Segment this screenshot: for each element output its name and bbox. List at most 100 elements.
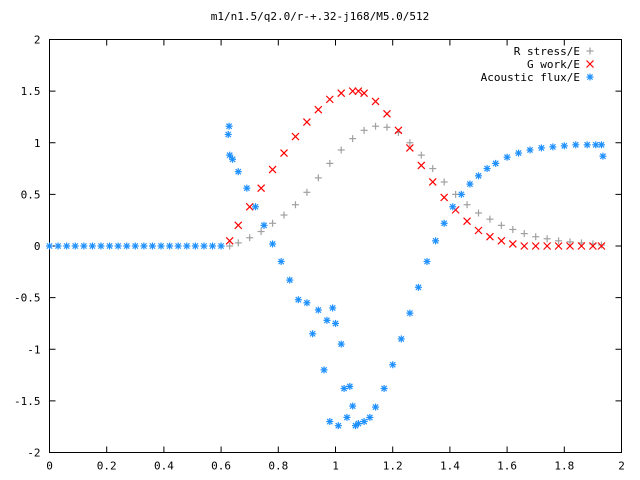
- series-2-point: [326, 418, 334, 426]
- series-2-point: [329, 304, 337, 312]
- series-2-point: [334, 422, 342, 430]
- series-1-point: [354, 87, 363, 96]
- series-0-point: [486, 215, 494, 223]
- series-2-point: [397, 335, 405, 343]
- series-2-point: [432, 237, 440, 245]
- series-2-point: [337, 340, 345, 348]
- series-2-point: [466, 180, 474, 188]
- series-1-point: [588, 242, 597, 250]
- series-2-point: [572, 141, 580, 149]
- series-2-point: [492, 159, 500, 167]
- series-2-point: [243, 184, 251, 192]
- series-2-point: [503, 153, 511, 161]
- series-2: [46, 122, 607, 430]
- y-tick-label: -2: [27, 447, 40, 460]
- legend-marker: [586, 60, 594, 68]
- x-tick-label: 1: [332, 460, 339, 473]
- series-2-point: [440, 219, 448, 227]
- series-0-point: [566, 238, 574, 246]
- series-2-point: [131, 242, 139, 250]
- series-2-point: [526, 146, 534, 154]
- y-tick-label: 0.5: [21, 188, 41, 201]
- series-0-point: [234, 239, 242, 247]
- legend-marker: [586, 73, 594, 81]
- series-2-point: [234, 168, 242, 176]
- series-1-point: [474, 226, 483, 235]
- series-2-point: [294, 296, 302, 304]
- series-0-point: [509, 225, 517, 233]
- series-2-point: [475, 172, 482, 180]
- series-1-point: [597, 242, 606, 250]
- series-2-point: [148, 242, 156, 250]
- series-2-point: [323, 316, 331, 324]
- series-2-point: [286, 276, 294, 284]
- series-2-point: [157, 242, 165, 250]
- series-0-point: [246, 234, 254, 242]
- y-tick-label: -0.5: [14, 292, 41, 305]
- series-2-point: [423, 257, 431, 265]
- series-1-point: [486, 232, 494, 241]
- x-tick-label: 0.6: [211, 460, 231, 473]
- series-1-point: [337, 89, 346, 98]
- series-0-point: [440, 178, 448, 186]
- series-2-point: [88, 242, 96, 250]
- series-1-point: [360, 89, 369, 98]
- chart-title: m1/n1.5/q2.0/r-+.32-j168/M5.0/512: [211, 10, 430, 23]
- series-2-point: [309, 330, 317, 338]
- series-0-point: [429, 165, 437, 173]
- series-2-point: [449, 203, 457, 211]
- series-2-point: [354, 420, 362, 428]
- series-0-point: [597, 241, 605, 249]
- series-0-point: [463, 201, 471, 209]
- x-tick-label: 0.8: [268, 460, 288, 473]
- series-1-point: [371, 97, 380, 106]
- series-1-point: [440, 193, 449, 202]
- series-2-point: [346, 382, 354, 390]
- series-2-point: [225, 122, 233, 130]
- x-tick-label: 1.6: [497, 460, 517, 473]
- series-0-point: [360, 126, 368, 134]
- series-0-point: [337, 146, 345, 154]
- series-0-point: [314, 174, 322, 182]
- series-2-point: [380, 384, 388, 392]
- series-2-point: [46, 242, 53, 250]
- series-0-point: [226, 242, 234, 250]
- series-0-point: [383, 123, 391, 131]
- series-0-point: [269, 219, 277, 227]
- series-0: [226, 122, 605, 250]
- series-0-point: [543, 235, 551, 243]
- series-2-point: [360, 418, 368, 426]
- series-1-point: [394, 126, 403, 135]
- series-1-point: [383, 109, 391, 118]
- series-0-point: [303, 188, 311, 196]
- series-1-point: [497, 236, 506, 245]
- series-2-point: [314, 306, 322, 314]
- x-tick-label: 1.8: [554, 460, 574, 473]
- series-2-point: [389, 361, 397, 369]
- series-1-point: [291, 132, 300, 141]
- series-2-point: [277, 257, 285, 265]
- series-2-point: [340, 384, 348, 392]
- series-2-point: [332, 319, 339, 327]
- data-marks: [46, 87, 607, 430]
- series-2-point: [191, 242, 199, 250]
- series-1-point: [314, 105, 323, 114]
- series-2-point: [515, 149, 523, 157]
- series-2-point: [114, 242, 122, 250]
- y-tick-label: 2: [34, 34, 41, 47]
- series-2-point: [123, 242, 131, 250]
- series-2-point: [209, 242, 217, 250]
- series-2-point: [483, 165, 491, 173]
- series-1-point: [280, 149, 288, 157]
- series-1-point: [531, 242, 540, 250]
- series-2-point: [97, 242, 105, 250]
- series-2-point: [560, 142, 568, 150]
- series-1-point: [348, 87, 357, 96]
- series-0-point: [497, 221, 505, 229]
- series-2-point: [372, 403, 380, 411]
- series-0-point: [520, 230, 528, 238]
- series-2-point: [260, 221, 268, 229]
- series-0-point: [532, 233, 540, 241]
